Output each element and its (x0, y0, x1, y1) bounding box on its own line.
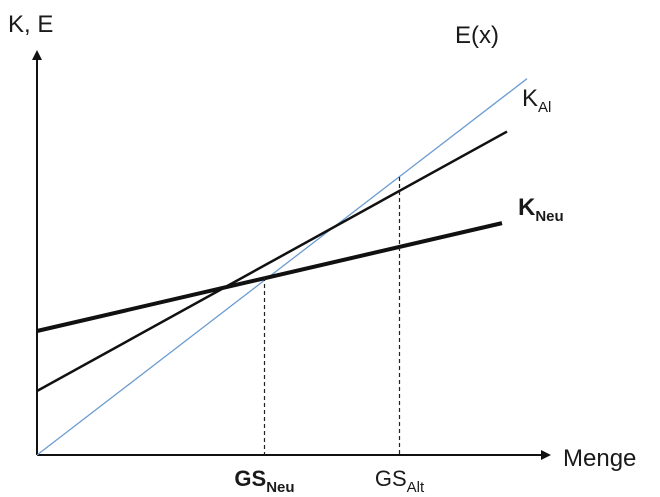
series-line-kal (36, 130, 508, 393)
series-label-kneu: KNeu (518, 194, 564, 225)
marker-label-gsalt: GSAlt (375, 466, 425, 496)
series-layer: E(x) KAl KNeu (36, 22, 564, 456)
series-line-kneu (36, 221, 503, 333)
series-label-kal: KAl (522, 85, 551, 116)
y-axis-label: K, E (8, 11, 53, 38)
marker-layer: GSNeu GSAlt (234, 177, 425, 496)
series-line-ex (36, 78, 528, 456)
marker-label-gsneu: GSNeu (234, 466, 294, 496)
x-axis-label: Menge (563, 445, 636, 472)
series-label-ex: E(x) (455, 22, 499, 49)
